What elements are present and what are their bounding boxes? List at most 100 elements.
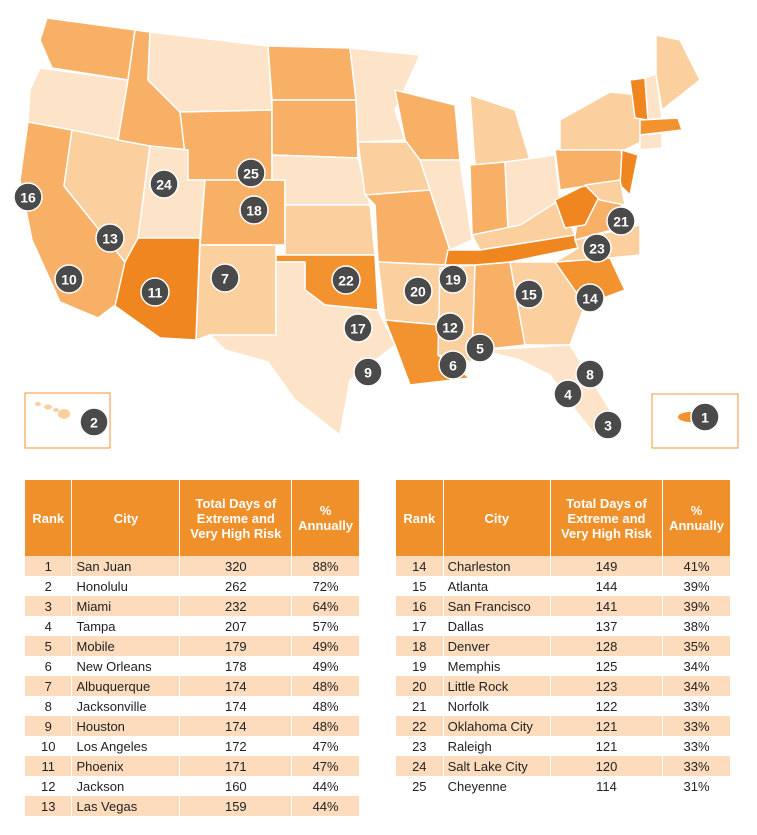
table-row: 24 Salt Lake City 120 33% [396, 756, 730, 776]
city-marker: 19 [438, 264, 468, 294]
state-indiana [469, 161, 509, 236]
state-maine [655, 34, 701, 111]
city-cell: Houston [71, 716, 181, 736]
marker-circle [236, 158, 266, 188]
city-cell: Dallas [443, 616, 551, 636]
marker-rank-label: 10 [61, 272, 77, 288]
table-row: 13 Las Vegas 159 44% [25, 796, 359, 816]
pct-cell: 38% [662, 616, 730, 636]
rank-cell: 5 [25, 636, 73, 656]
city-cell: Denver [443, 636, 551, 656]
city-marker: 25 [236, 158, 266, 188]
days-cell: 171 [179, 756, 293, 776]
rank-cell: 24 [396, 756, 444, 776]
marker-circle [79, 407, 109, 437]
state-washington [39, 17, 136, 81]
table-row: 4 Tampa 207 57% [25, 616, 359, 636]
days-cell: 174 [179, 716, 293, 736]
city-marker: 24 [149, 169, 179, 199]
city-cell: Memphis [443, 656, 551, 676]
state-nebraska [271, 154, 371, 206]
marker-circle [465, 333, 495, 363]
state-new-mexico [195, 244, 277, 341]
state-hawaii [35, 402, 70, 419]
rank-cell: 2 [25, 576, 73, 596]
days-cell: 262 [179, 576, 293, 596]
city-cell: Los Angeles [71, 736, 181, 756]
rank-cell: 12 [25, 776, 73, 796]
marker-rank-label: 1 [701, 410, 709, 426]
pct-cell: 35% [662, 636, 730, 656]
pct-cell: 88% [291, 556, 359, 576]
marker-rank-label: 2 [90, 415, 98, 431]
rank-cell: 15 [396, 576, 444, 596]
table-row: 22 Oklahoma City 121 33% [396, 716, 730, 736]
city-marker: 4 [553, 379, 583, 409]
marker-circle [553, 379, 583, 409]
marker-rank-label: 5 [476, 341, 484, 357]
marker-rank-label: 23 [589, 241, 605, 257]
days-cell: 149 [550, 556, 664, 576]
days-cell: 128 [550, 636, 664, 656]
state-maryland [584, 179, 626, 206]
city-marker: 16 [13, 182, 43, 212]
marker-circle [606, 206, 636, 236]
col-pct-header: % Annually [662, 480, 730, 556]
rank-cell: 10 [25, 736, 73, 756]
col-days-header: Total Days of Extreme and Very High Risk [550, 480, 664, 556]
city-cell: Atlanta [443, 576, 551, 596]
rank-cell: 6 [25, 656, 73, 676]
rank-cell: 3 [25, 596, 73, 616]
table-row: 2 Honolulu 262 72% [25, 576, 359, 596]
rank-cell: 8 [25, 696, 73, 716]
table-row: 16 San Francisco 141 39% [396, 596, 730, 616]
state-north-dakota [267, 45, 357, 101]
marker-rank-label: 20 [410, 284, 426, 300]
days-cell: 141 [550, 596, 664, 616]
table-row: 3 Miami 232 64% [25, 596, 359, 616]
rank-table-right: Rank City Total Days of Extreme and Very… [396, 480, 730, 796]
rank-cell: 17 [396, 616, 444, 636]
pct-cell: 49% [291, 636, 359, 656]
days-cell: 114 [550, 776, 664, 796]
city-marker: 7 [210, 263, 240, 293]
table-row: 17 Dallas 137 38% [396, 616, 730, 636]
city-marker: 22 [331, 265, 361, 295]
city-marker: 10 [54, 264, 84, 294]
table-row: 11 Phoenix 171 47% [25, 756, 359, 776]
rank-cell: 20 [396, 676, 444, 696]
days-cell: 137 [550, 616, 664, 636]
days-cell: 122 [550, 696, 664, 716]
rank-cell: 23 [396, 736, 444, 756]
rank-cell: 18 [396, 636, 444, 656]
pct-cell: 47% [291, 756, 359, 776]
marker-circle [140, 277, 170, 307]
pct-cell: 48% [291, 696, 359, 716]
city-cell: San Francisco [443, 596, 551, 616]
col-pct-header: % Annually [291, 480, 359, 556]
state-massachusetts [639, 117, 683, 136]
marker-circle [210, 263, 240, 293]
marker-rank-label: 25 [243, 166, 259, 182]
city-cell: New Orleans [71, 656, 181, 676]
marker-circle [582, 233, 612, 263]
rank-cell: 9 [25, 716, 73, 736]
days-cell: 207 [179, 616, 293, 636]
city-marker: 8 [575, 359, 605, 389]
marker-circle [690, 402, 720, 432]
marker-rank-label: 17 [350, 321, 366, 337]
col-rank-header: Rank [396, 480, 444, 556]
marker-circle [239, 195, 269, 225]
marker-rank-label: 3 [604, 418, 612, 434]
marker-rank-label: 16 [20, 190, 36, 206]
pct-cell: 57% [291, 616, 359, 636]
state-kansas [284, 204, 376, 256]
marker-circle [331, 265, 361, 295]
days-cell: 172 [179, 736, 293, 756]
marker-circle [438, 350, 468, 380]
days-cell: 179 [179, 636, 293, 656]
days-cell: 160 [179, 776, 293, 796]
pct-cell: 33% [662, 696, 730, 716]
city-cell: Albuquerque [71, 676, 181, 696]
marker-rank-label: 7 [221, 271, 229, 287]
